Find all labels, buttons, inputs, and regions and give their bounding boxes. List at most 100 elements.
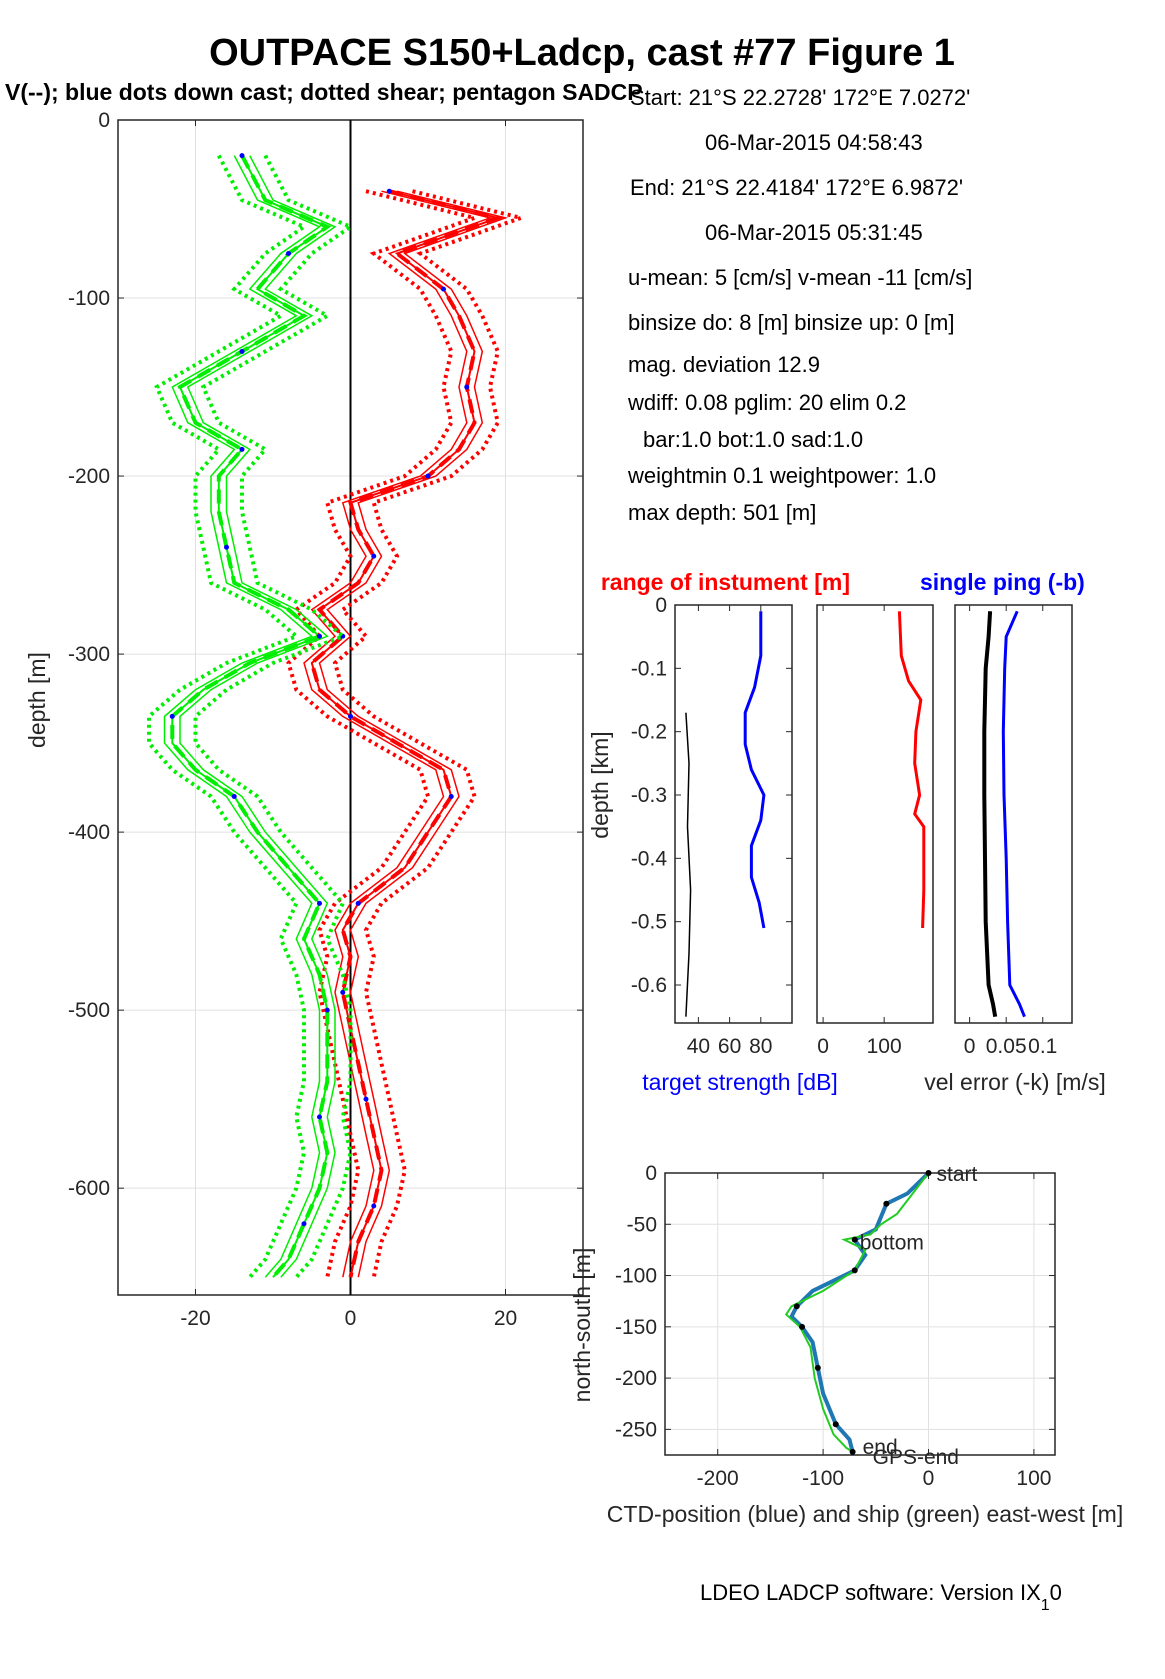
range-of-instrument-line (897, 611, 926, 929)
vel-error-xlabel: vel error (-k) [m/s] (924, 1069, 1105, 1095)
x-tick-label: 0.1 (1028, 1035, 1057, 1058)
info-line: 06-Mar-2015 04:58:43 (705, 130, 923, 155)
x-tick-label: -200 (697, 1467, 739, 1490)
track-marker (799, 1323, 806, 1330)
v-velocity-line (171, 155, 330, 1278)
v-velocity-line (179, 155, 337, 1278)
info-line: End: 21°S 22.4184' 172°E 6.9872' (630, 175, 963, 200)
plot-frame (816, 604, 934, 1024)
plot-frame (674, 604, 793, 1024)
downcast-dot (340, 989, 346, 995)
downcast-dot (317, 900, 322, 906)
v-velocity-line (163, 155, 322, 1278)
y-tick-label: -400 (68, 821, 110, 844)
x-tick-label: -100 (802, 1467, 844, 1490)
plot-frame (664, 1172, 1056, 1456)
downcast-dot (231, 794, 237, 800)
target-strength-plot: 40 60 80 0 -0.1 -0.2 -0.3 -0.4 -0.5 -0.6 (631, 594, 793, 1058)
target-strength-line (743, 611, 766, 929)
x-tick-label: 80 (749, 1035, 772, 1058)
info-line: u-mean: 5 [cm/s] v-mean -11 [cm/s] (628, 265, 972, 290)
y-tick-label: -150 (615, 1316, 657, 1339)
downcast-dot (169, 713, 175, 719)
y-tick-label: -100 (68, 287, 110, 310)
plot-background (675, 605, 792, 1023)
single-ping-title: single ping (-b) (920, 569, 1085, 595)
track-marker (814, 1364, 821, 1371)
info-line: wdiff: 0.08 pglim: 20 elim 0.2 (627, 390, 906, 415)
track-marker (925, 1170, 932, 1176)
y-tick-label: -300 (68, 643, 110, 666)
y-tick-label: -0.1 (631, 657, 667, 680)
downcast-dot (301, 1221, 307, 1227)
figure-title: OUTPACE S150+Ladcp, cast #77 Figure 1 (209, 32, 955, 74)
downcast-dot (371, 1203, 377, 1209)
position-track-plot: -200 -100 0 100 0 -50 -100 -150 -200 -250 start bot… (615, 1162, 1056, 1490)
downcast-dot (371, 553, 377, 559)
y-tick-label: 0 (645, 1162, 657, 1185)
downcast-dot (317, 633, 322, 639)
velocity-series-group (147, 120, 528, 1295)
x-tick-label: 100 (1016, 1467, 1051, 1490)
track-annotation: end (863, 1436, 898, 1459)
downcast-dot (324, 1007, 330, 1013)
downcast-dot (224, 544, 229, 550)
info-line: 06-Mar-2015 05:31:45 (705, 220, 923, 245)
velocity-ylabel: depth [m] (24, 652, 50, 748)
u-velocity-line (310, 190, 502, 1278)
y-tick-label: -200 (615, 1367, 657, 1390)
software-footer: LDEO LADCP software: Version IX10 (700, 1580, 1062, 1614)
y-tick-label: -0.5 (631, 911, 667, 934)
y-tick-label: -500 (68, 999, 110, 1022)
track-annotation: start (937, 1163, 978, 1186)
downcast-dot (348, 713, 353, 719)
v-velocity-line (147, 154, 309, 1279)
downcast-dot (286, 251, 291, 257)
y-tick-label: -0.2 (631, 721, 667, 744)
track-marker (849, 1448, 856, 1455)
x-tick-label: 60 (718, 1035, 741, 1058)
instrument-range-plot: 0 100 (816, 604, 934, 1058)
downcast-dot (239, 348, 245, 354)
x-tick-label: 0 (817, 1035, 829, 1058)
y-tick-label: -0.4 (631, 847, 668, 870)
downcast-dot (448, 794, 454, 800)
downcast-dot (386, 188, 392, 194)
downcast-dot (355, 900, 361, 906)
y-tick-label: -50 (627, 1213, 657, 1236)
small-panels-ylabel: depth [km] (587, 731, 613, 838)
x-tick-label: 40 (687, 1035, 710, 1058)
x-tick-label: 0 (923, 1467, 935, 1490)
u-velocity-line (318, 190, 509, 1278)
track-annotation: bottom (860, 1232, 924, 1255)
y-tick-label: 0 (98, 109, 110, 132)
ship-track-line (784, 1172, 930, 1453)
x-tick-label: 20 (494, 1307, 517, 1330)
x-tick-label: 0 (964, 1035, 976, 1058)
info-line: Start: 21°S 22.2728' 172°E 7.0272' (630, 85, 970, 110)
cast-info-block: Start: 21°S 22.2728' 172°E 7.0272' 06-Mar… (627, 85, 972, 525)
x-tick-label: -20 (180, 1307, 210, 1330)
y-tick-label: -250 (615, 1418, 657, 1441)
u-velocity-line (286, 189, 482, 1278)
info-line: max depth: 501 [m] (628, 500, 816, 525)
range-title: range of instument [m] (601, 569, 850, 595)
track-marker (883, 1200, 890, 1207)
x-tick-label: 100 (867, 1035, 902, 1058)
target-strength-line (685, 712, 692, 1017)
y-tick-label: -200 (68, 465, 110, 488)
downcast-dot (363, 1096, 369, 1102)
y-tick-label: -0.6 (631, 974, 667, 997)
track-marker (851, 1236, 858, 1243)
figure-subtitle: V(--); blue dots down cast; dotted shear… (5, 79, 643, 105)
v-velocity-line (193, 154, 355, 1279)
y-tick-label: -600 (68, 1177, 110, 1200)
downcast-dot (239, 446, 245, 452)
plot-background (665, 1173, 1055, 1455)
track-annotation: GPS-end (873, 1446, 959, 1469)
target-strength-xlabel: target strength [dB] (642, 1069, 838, 1095)
downcast-dot (317, 1114, 322, 1120)
y-tick-label: -100 (615, 1265, 657, 1288)
position-ylabel: north-south [m] (569, 1248, 595, 1403)
plot-frame (954, 604, 1073, 1024)
